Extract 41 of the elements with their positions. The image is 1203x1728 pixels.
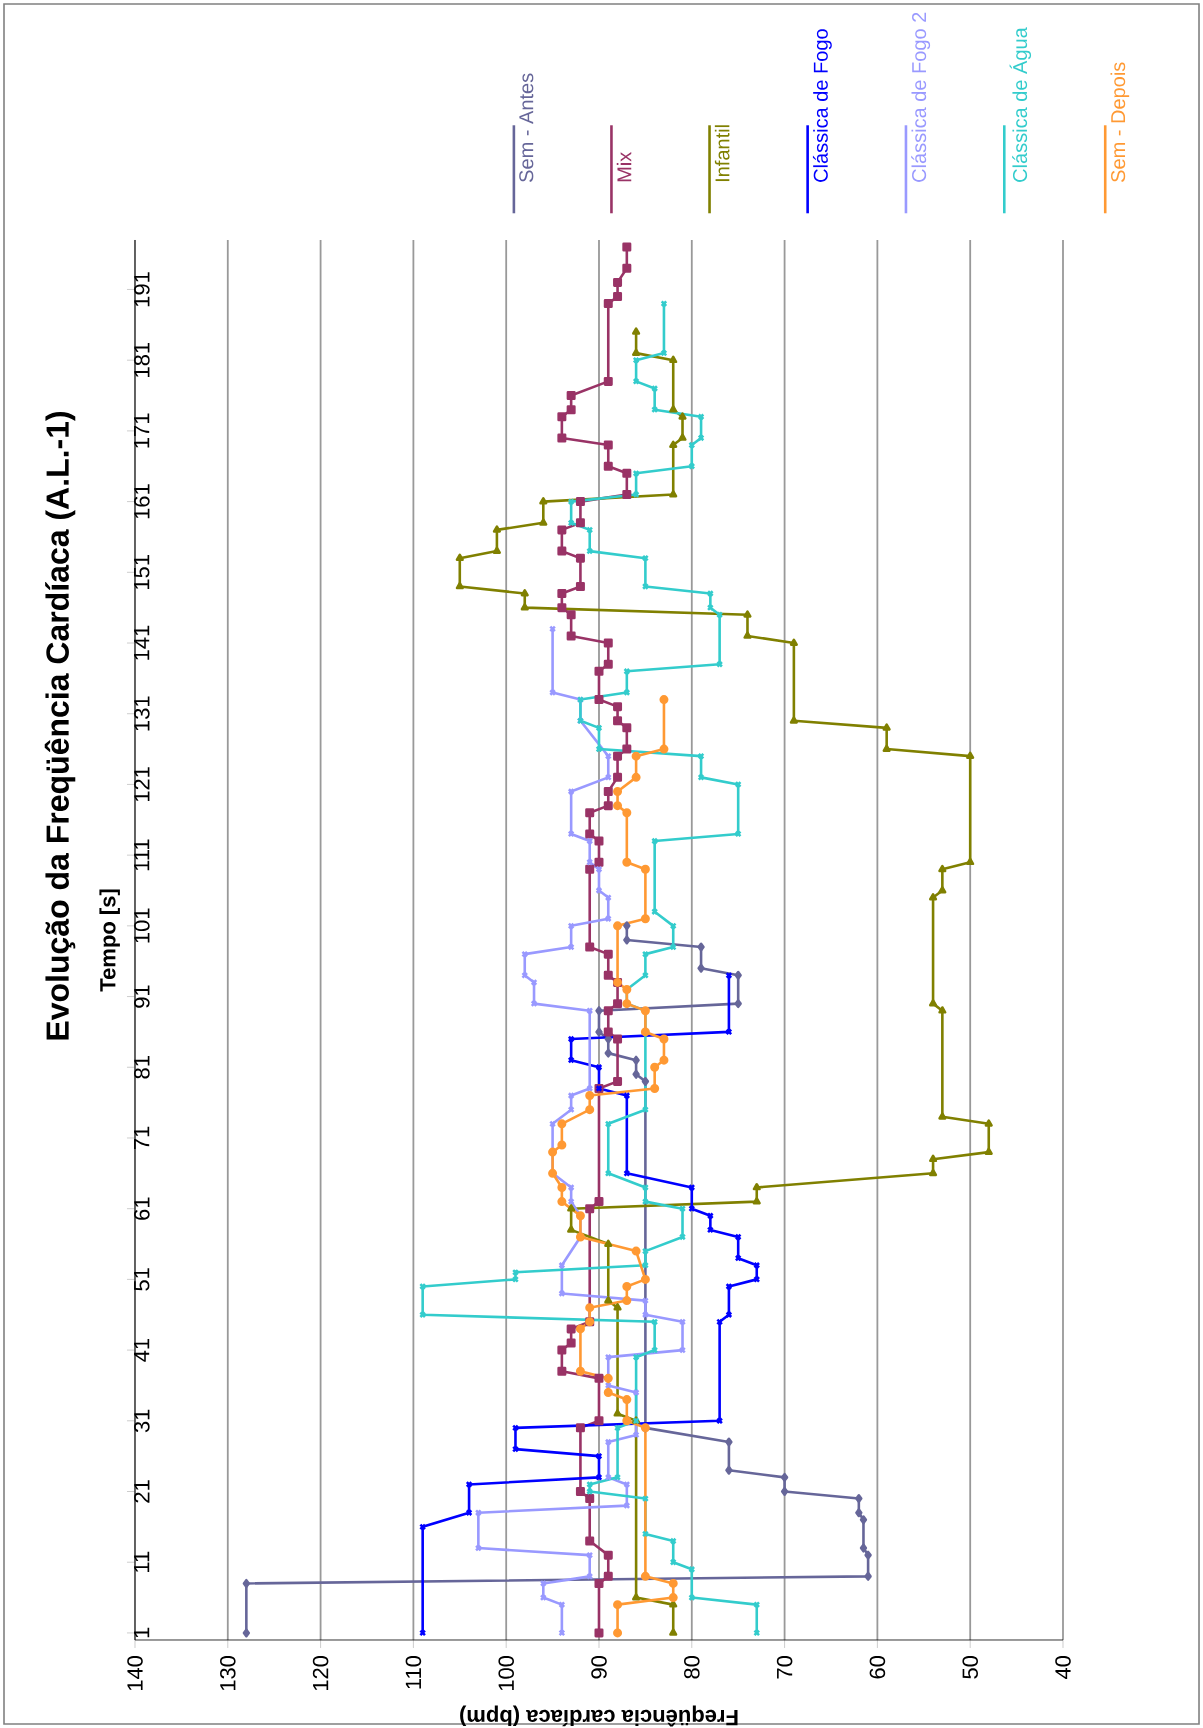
y-tick-label: 111 <box>134 839 150 871</box>
y-tick-label: 161 <box>134 484 150 519</box>
x-axis-title: Freqüência cardíaca (bpm) <box>460 1705 738 1727</box>
y-tick-label: 71 <box>134 1126 150 1150</box>
y-tick-label: 151 <box>134 555 150 589</box>
y-tick-label: 41 <box>134 1338 150 1362</box>
y-tick-label: 131 <box>134 696 150 731</box>
x-tick-label: 130 <box>220 1655 236 1691</box>
x-tick-label: 70 <box>776 1655 793 1679</box>
text: Infantil <box>714 125 730 182</box>
y-tick-label: 11 <box>134 1551 150 1572</box>
text: Sem - Antes <box>519 73 534 182</box>
y-axis-title: Tempo [s] <box>99 889 120 992</box>
text: Sem - Depois <box>1110 62 1130 182</box>
x-tick-label: 50 <box>962 1655 978 1679</box>
x-tick-label: 40 <box>1055 1655 1071 1680</box>
y-tick-label: 181 <box>134 342 150 377</box>
y-tick-label: 141 <box>134 625 150 660</box>
y-tick-label: 21 <box>134 1480 150 1503</box>
text: Clássica de Fogo 2 <box>911 12 931 182</box>
x-tick-label: 60 <box>869 1655 886 1679</box>
text: Evolução da Freqüência Cardíaca (A.L.-1) <box>44 411 76 1040</box>
x-tick-label: 80 <box>684 1655 700 1679</box>
x-tick-label: 140 <box>127 1655 143 1691</box>
text: Clássica de Fogo <box>812 29 832 182</box>
y-tick-label: 91 <box>134 985 150 1008</box>
y-tick-label: 31 <box>134 1409 150 1433</box>
x-tick-label: 100 <box>498 1655 514 1691</box>
x-tick-label: 90 <box>591 1655 607 1679</box>
text: Clássica de Água <box>1009 27 1032 182</box>
text: Mix <box>616 152 632 182</box>
y-tick-label: 121 <box>134 767 150 802</box>
x-tick-label: 120 <box>312 1655 329 1691</box>
y-tick-label: 51 <box>134 1268 150 1291</box>
y-tick-label: 81 <box>134 1056 150 1079</box>
y-tick-label: 171 <box>134 413 150 448</box>
y-tick-label: 1 <box>134 1627 150 1638</box>
y-tick-label: 61 <box>134 1197 150 1220</box>
x-tick-label: 110 <box>405 1655 422 1689</box>
y-tick-label: 101 <box>134 908 150 943</box>
y-tick-label: 191 <box>134 272 150 307</box>
